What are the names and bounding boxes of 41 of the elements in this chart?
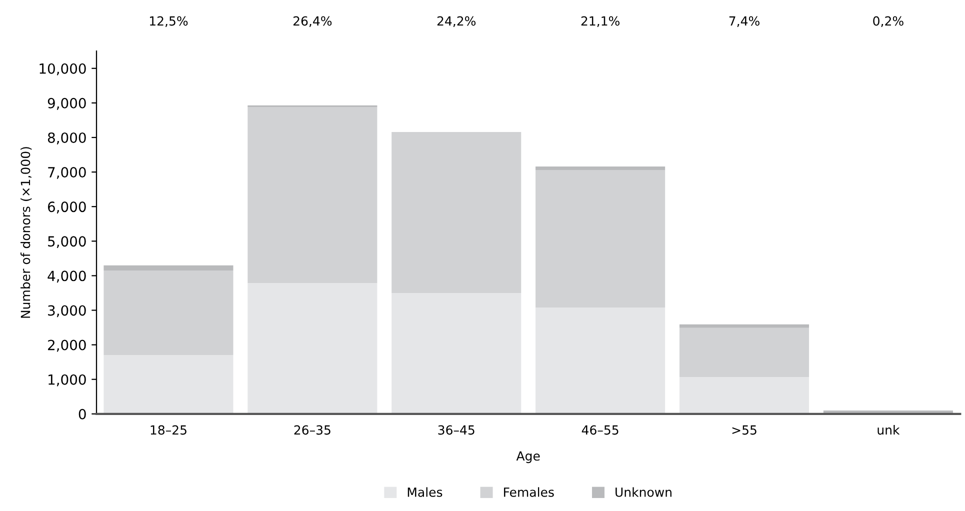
x-tick-label: 26–35 bbox=[294, 425, 330, 435]
legend-label: Unknown bbox=[616, 487, 672, 497]
legend-label: Females bbox=[504, 487, 554, 497]
bar bbox=[679, 324, 810, 328]
bar bbox=[536, 170, 666, 308]
bar bbox=[104, 265, 234, 271]
bar bbox=[248, 107, 378, 283]
y-axis-title: Number of donors (×1,000) bbox=[20, 147, 32, 318]
bar bbox=[104, 355, 234, 414]
legend-label: Males bbox=[408, 487, 442, 497]
y-tick-label: 7,000 bbox=[48, 167, 86, 179]
text: 24,2% bbox=[437, 16, 476, 27]
x-tick-label: unk bbox=[878, 425, 900, 435]
bar bbox=[679, 376, 810, 414]
x-axis-title: Age bbox=[516, 451, 540, 464]
y-tick-label: 2,000 bbox=[48, 340, 86, 352]
bar bbox=[392, 292, 522, 414]
x-tick-label: 18–25 bbox=[150, 425, 186, 435]
text: 12,5% bbox=[150, 16, 188, 27]
bar bbox=[679, 328, 810, 377]
x-tick-label: 36–45 bbox=[438, 425, 474, 435]
y-tick-label: 1,000 bbox=[48, 374, 86, 386]
text: 26,4% bbox=[293, 16, 332, 27]
y-tick-label: 4,000 bbox=[48, 270, 86, 283]
text: 21,1% bbox=[581, 16, 620, 27]
y-tick-label: 8,000 bbox=[48, 132, 86, 144]
y-tick-label: 6,000 bbox=[48, 202, 86, 214]
y-tick-label: 0 bbox=[78, 408, 86, 420]
bar bbox=[104, 270, 234, 356]
bar bbox=[536, 307, 666, 414]
text: 7,4% bbox=[729, 16, 760, 27]
bar bbox=[248, 282, 378, 414]
text: 0,2% bbox=[873, 16, 904, 27]
y-tick-label: 3,000 bbox=[48, 305, 86, 318]
bar bbox=[392, 132, 522, 293]
x-tick-label: 46–55 bbox=[582, 425, 618, 435]
y-tick-label: 5,000 bbox=[48, 236, 86, 248]
x-tick-label: >55 bbox=[732, 425, 756, 435]
bar bbox=[536, 166, 666, 170]
y-tick-label: 9,000 bbox=[48, 98, 86, 110]
y-tick-label: 10,000 bbox=[40, 63, 86, 76]
